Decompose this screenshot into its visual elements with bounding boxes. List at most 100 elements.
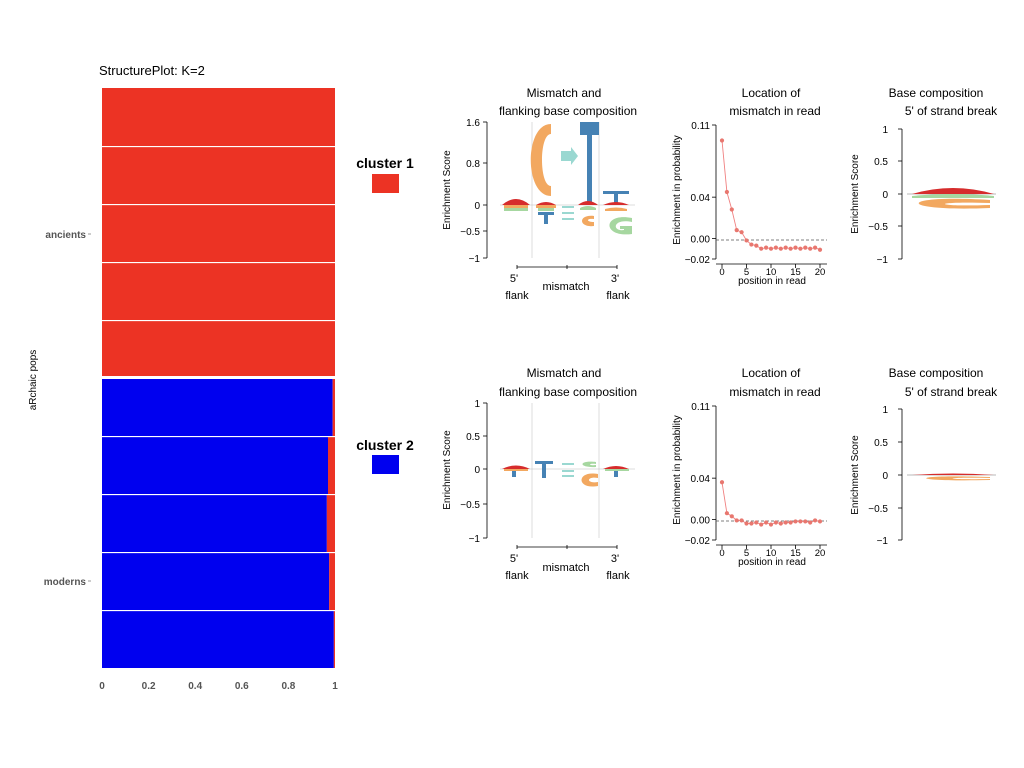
structure-xtick-0: 0: [99, 681, 105, 692]
structure-bar-4-cluster-1: [102, 263, 335, 320]
mismatch2-title-line2: flanking base composition: [499, 385, 637, 399]
logo2-mismatch-T-glyph: [535, 461, 553, 464]
loc1-point-0: [719, 138, 725, 143]
loc2-point-6: [749, 521, 754, 526]
loc2-xtick-5: 5: [744, 548, 749, 559]
logo1-flank3-T: [603, 191, 629, 194]
logo2-ytick-0: 0: [474, 465, 480, 476]
legend-cluster-1-swatch: [372, 174, 399, 193]
logo2-ytick-0.5: 0.5: [466, 432, 480, 443]
loc1-point-11: [773, 245, 779, 250]
loc1-ytick-1: 0.04: [691, 193, 711, 204]
legend-cluster-2-label: cluster 2: [356, 437, 414, 453]
structure-bar-8-cluster-2: [102, 495, 327, 552]
group-label-ancients: ancients: [45, 230, 86, 241]
base-panel-1: Base composition 5' of strand break Enri…: [850, 86, 998, 266]
mismatch-title-line1: Mismatch and: [527, 86, 602, 100]
base-title-line1: Base composition: [889, 86, 984, 100]
logo2-flank3-top: 3': [611, 553, 619, 565]
loc1-point-18: [808, 246, 813, 251]
logo2-mismatch-label: mismatch: [542, 562, 589, 574]
loc2-point-5: [744, 521, 749, 526]
logo2-ytick-1: 1: [474, 399, 480, 410]
structure-plot-xticks: 0 0.2 0.4 0.6 0.8 1: [99, 681, 338, 692]
logo1-flank5-bottom: flank: [505, 290, 529, 302]
base2-ytick-0.5: 0.5: [874, 438, 888, 449]
loc2-point-20: [817, 519, 823, 524]
structure-bar-6-cluster-2: [102, 379, 333, 436]
loc1-point-5: [744, 238, 749, 243]
loc2-point-9: [764, 520, 769, 525]
logo1-ytick-m1: −1: [469, 254, 481, 265]
loc2-point-15: [793, 519, 798, 524]
loc2-point-16: [798, 519, 803, 524]
loc2-point-19: [813, 518, 818, 523]
logo2-ytick-m1: −1: [469, 534, 481, 545]
loc2-ylabel: Enrichment in probability: [672, 415, 683, 525]
legend-cluster-2-swatch: [372, 455, 399, 474]
loc1-ylabel: Enrichment in probability: [672, 135, 683, 245]
loc2-point-8: [759, 522, 764, 527]
structure-xtick-0.2: 0.2: [142, 681, 156, 692]
loc1-point-15: [793, 245, 798, 250]
loc2-point-18: [808, 520, 813, 525]
base2-title-line2: 5' of strand break: [905, 385, 998, 399]
loc2-point-13: [783, 520, 788, 525]
loc1-point-14: [788, 246, 793, 251]
location2-title-line1: Location of: [742, 366, 801, 380]
base2-title-line1: Base composition: [889, 366, 984, 380]
loc2-ytick-1: 0.04: [691, 474, 711, 485]
base-panel-2: Base composition 5' of strand break Enri…: [850, 366, 998, 547]
structure-plot-ylabel: aRchaic pops: [28, 350, 39, 411]
structure-bar-2-cluster-1: [102, 147, 335, 204]
loc1-point-19: [813, 245, 818, 250]
loc2-point-7: [754, 520, 759, 525]
loc1-point-9: [764, 245, 769, 250]
loc1-point-12: [778, 246, 783, 251]
logo1-flank5-top: 5': [510, 273, 518, 285]
loc2-point-12: [778, 521, 783, 526]
legend-cluster-1-label: cluster 1: [356, 155, 414, 171]
base-title-line2: 5' of strand break: [905, 104, 998, 118]
loc1-ytick-3: −0.02: [685, 255, 711, 266]
loc2-point-0: [719, 480, 725, 485]
loc1-point-7: [754, 243, 759, 248]
loc2-ytick-2: 0.00: [691, 515, 711, 526]
loc2-xtick-20: 20: [815, 548, 826, 559]
loc2-ytick-3: −0.02: [685, 536, 711, 547]
logo1-ytick-1.6: 1.6: [466, 118, 480, 129]
logo1-flank3-bottom: flank: [606, 290, 630, 302]
base2-ytick-m1: −1: [877, 536, 889, 547]
loc1-xtick-20: 20: [815, 267, 826, 278]
loc1-point-2: [729, 207, 734, 212]
group-label-moderns: moderns: [44, 577, 87, 588]
structure-bar-10-cluster-2: [102, 611, 334, 668]
loc2-point-1: [724, 511, 730, 516]
structure-bar-9-cluster-1: [329, 553, 335, 610]
base2-ytick-1: 1: [882, 405, 888, 416]
loc1-point-8: [759, 246, 764, 251]
structure-plot-bars: [102, 88, 335, 668]
loc2-xlabel: position in read: [738, 557, 806, 568]
location-title-line2: mismatch in read: [729, 104, 820, 118]
base1-ytick-m0.5: −0.5: [868, 222, 888, 233]
structure-plot-title: StructurePlot: K=2: [99, 63, 205, 78]
loc2-point-3: [734, 518, 739, 523]
logo2-ylabel: Enrichment Score: [442, 430, 453, 510]
mismatch-logo-panel-1: Mismatch and flanking base composition E…: [442, 86, 637, 302]
structure-xtick-1: 1: [332, 681, 338, 692]
structure-xtick-0.8: 0.8: [281, 681, 295, 692]
loc1-point-10: [768, 246, 774, 251]
logo2-flank5-top: 5': [510, 553, 518, 565]
loc2-point-17: [803, 519, 808, 524]
location-panel-2: Location of mismatch in read Enrichment …: [672, 366, 827, 568]
base2-ytick-m0.5: −0.5: [868, 504, 888, 515]
loc1-xtick-10: 10: [766, 267, 777, 278]
structure-bar-8-cluster-1: [326, 495, 335, 552]
structure-xtick-0.4: 0.4: [188, 681, 202, 692]
base2-ylabel: Enrichment Score: [850, 435, 861, 515]
loc2-point-2: [729, 514, 734, 519]
base2-ytick-0: 0: [882, 471, 888, 482]
loc2-xtick-15: 15: [790, 548, 801, 559]
